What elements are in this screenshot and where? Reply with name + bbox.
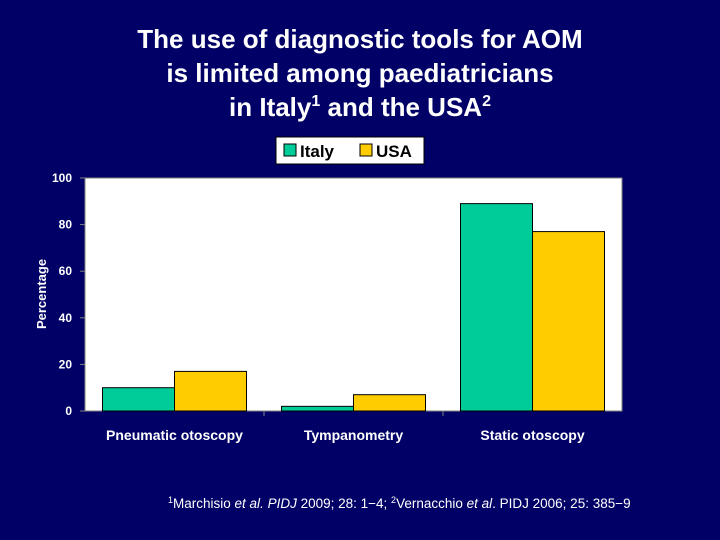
slide-title: The use of diagnostic tools for AOM is li… [0,22,720,124]
y-tick-label: 20 [59,357,73,371]
y-tick-label: 60 [59,264,73,278]
bar-italy [460,203,533,412]
bars [102,203,605,412]
ref1-author: Marchisio [173,496,235,511]
x-tick-labels: Pneumatic otoscopy Tympanometry Static oto… [106,427,585,443]
ref1-journal: . PIDJ [260,496,297,511]
title-text: in Italy [229,92,312,122]
title-text: is limited among paediatricians [166,58,554,88]
title-text: The use of diagnostic tools for AOM [137,24,583,54]
legend: Italy USA [275,136,425,165]
y-tick-label: 80 [59,218,73,232]
ref2-etal: et al [466,496,493,511]
ref2-citation: . PIDJ 2006; 25: 385−9 [492,496,631,511]
title-line: The use of diagnostic tools for AOM [0,22,720,56]
bar-italy [102,387,175,412]
legend-label: Italy [300,142,335,161]
legend-swatch [359,143,373,157]
x-tick-label: Static otoscopy [480,427,584,443]
y-tick-labels: 0 20 40 60 80 100 [52,171,72,418]
ref2-author: Vernacchio [396,496,467,511]
title-text: and the USA [320,92,483,122]
legend-box [275,136,425,165]
title-line: is limited among paediatricians [0,56,720,90]
bar-usa [174,370,247,412]
x-tick-label: Tympanometry [304,427,404,443]
y-tick-label: 40 [59,311,73,325]
ref1-number: 1 [168,495,174,505]
title-line: in Italy1 and the USA2 [0,90,720,124]
legend-swatch [283,143,297,157]
y-axis-label: Percentage [34,259,49,329]
footnote: 1Marchisio et al. PIDJ 2009; 28: 1−4; 2V… [168,495,716,512]
title-superscript: 1 [311,93,321,110]
ref1-etal: et al [234,496,261,511]
x-tick-label: Pneumatic otoscopy [106,427,243,443]
y-tick-label: 0 [65,404,72,418]
y-tick-label: 100 [52,171,72,185]
bar-italy [281,405,354,412]
bar-usa [532,231,605,412]
bar-usa [353,394,426,412]
legend-label: USA [376,142,412,161]
ref1-citation: 2009; 28: 1−4; [296,496,392,511]
ref2-number: 2 [391,495,397,505]
title-superscript: 2 [482,93,491,110]
